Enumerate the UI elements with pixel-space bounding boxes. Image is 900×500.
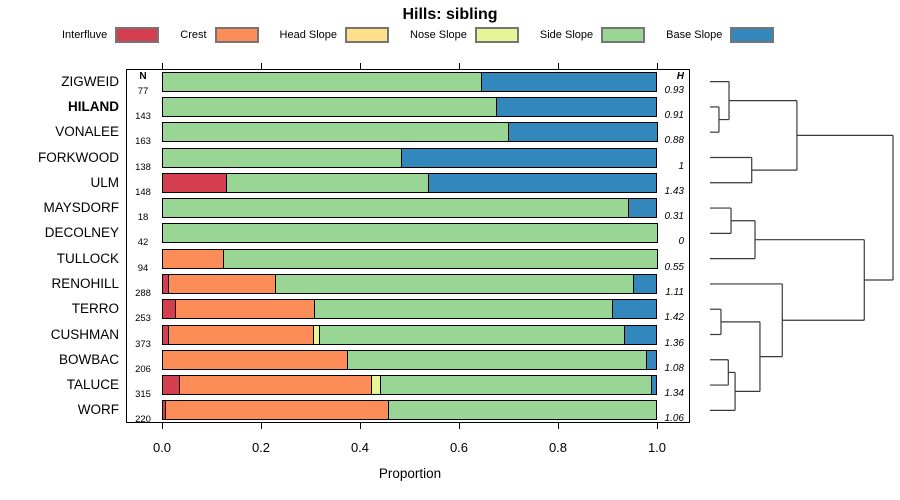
axis-tick-label: 1.0 bbox=[647, 440, 667, 455]
axis-tick bbox=[162, 423, 163, 429]
row-label: WORF bbox=[77, 402, 119, 418]
row-label: TULLOCK bbox=[56, 250, 119, 266]
axis-tick bbox=[558, 423, 559, 429]
dendrogram bbox=[710, 81, 894, 411]
row-label: TALUCE bbox=[66, 377, 119, 393]
h-column-header: H bbox=[676, 71, 684, 82]
legend-label: Head Slope bbox=[279, 29, 338, 41]
x-axis-title: Proportion bbox=[378, 466, 442, 481]
legend-swatch-nose_slope bbox=[474, 27, 519, 43]
plot-area-border bbox=[126, 69, 690, 423]
row-label: HILAND bbox=[68, 98, 119, 114]
row-label: RENOHILL bbox=[51, 275, 119, 291]
row-label: TERRO bbox=[71, 301, 119, 317]
row-label: CUSHMAN bbox=[50, 326, 119, 342]
legend-item-interfluve: Interfluve bbox=[62, 27, 160, 43]
axis-tick-label: 0.2 bbox=[251, 440, 271, 455]
axis-tick-label: 0.8 bbox=[548, 440, 568, 455]
legend-swatch-crest bbox=[214, 27, 259, 43]
legend-label: Nose Slope bbox=[410, 29, 467, 41]
row-label: ULM bbox=[90, 174, 119, 190]
chart-title: Hills: sibling bbox=[402, 6, 498, 23]
axis-tick bbox=[360, 423, 361, 429]
legend-swatch-interfluve bbox=[115, 27, 160, 43]
legend-swatch-base_slope bbox=[730, 27, 775, 43]
axis-tick-label: 0.4 bbox=[350, 440, 370, 455]
legend-item-base_slope: Base Slope bbox=[666, 27, 775, 43]
row-label: BOWBAC bbox=[58, 351, 119, 367]
row-label: MAYSDORF bbox=[43, 200, 119, 216]
legend: Interfluve Crest Head Slope Nose Slope Side … bbox=[62, 27, 775, 43]
legend-item-crest: Crest bbox=[180, 27, 259, 43]
legend-label: Crest bbox=[180, 29, 207, 41]
legend-label: Interfluve bbox=[62, 29, 108, 41]
legend-swatch-head_slope bbox=[345, 27, 390, 43]
legend-label: Side Slope bbox=[539, 29, 594, 41]
row-label: FORKWOOD bbox=[38, 149, 119, 165]
row-label: VONALEE bbox=[55, 124, 119, 140]
legend-item-head_slope: Head Slope bbox=[280, 27, 390, 43]
axis-tick bbox=[657, 423, 658, 429]
axis-tick-label: 0.0 bbox=[152, 440, 172, 455]
legend-label: Base Slope bbox=[666, 29, 723, 41]
n-column-header: N bbox=[139, 71, 147, 82]
legend-item-nose_slope: Nose Slope bbox=[410, 27, 519, 43]
axis-tick bbox=[459, 423, 460, 429]
row-label: ZIGWEID bbox=[61, 73, 119, 89]
legend-item-side_slope: Side Slope bbox=[539, 27, 646, 43]
axis-tick-label: 0.6 bbox=[449, 440, 469, 455]
row-label: DECOLNEY bbox=[44, 225, 119, 241]
axis-tick bbox=[261, 423, 262, 429]
legend-swatch-side_slope bbox=[601, 27, 646, 43]
